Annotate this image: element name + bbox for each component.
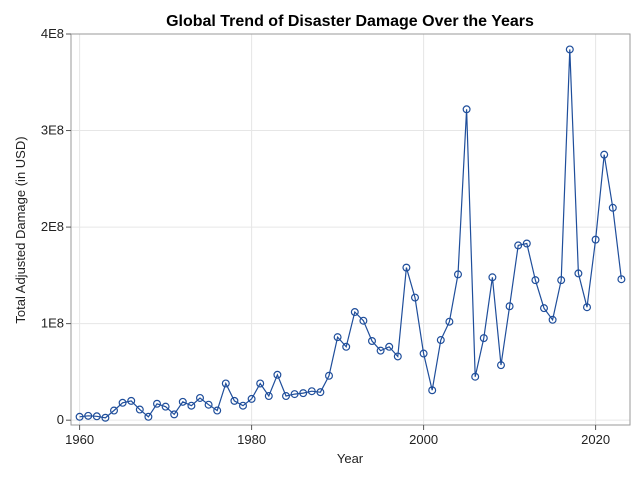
data-point xyxy=(101,413,110,422)
data-point xyxy=(411,293,420,302)
data-point xyxy=(454,270,463,279)
x-tick-label: 2000 xyxy=(409,432,438,447)
data-point xyxy=(118,398,127,407)
y-tick-label: 4E8 xyxy=(41,26,64,41)
data-point xyxy=(608,203,617,212)
plot-frame xyxy=(70,33,631,426)
data-point xyxy=(436,336,445,345)
data-point xyxy=(359,316,368,325)
data-point xyxy=(376,346,385,355)
data-point xyxy=(127,396,136,405)
data-point xyxy=(402,263,411,272)
data-point xyxy=(479,334,488,343)
data-point xyxy=(75,412,84,421)
data-series xyxy=(75,45,626,422)
data-point xyxy=(84,411,93,420)
y-tick-label: 2E8 xyxy=(41,219,64,234)
x-tick-label: 2020 xyxy=(581,432,610,447)
data-point xyxy=(213,406,222,415)
data-point xyxy=(574,269,583,278)
data-point xyxy=(565,45,574,54)
data-point xyxy=(522,239,531,248)
data-point xyxy=(531,276,540,285)
data-point xyxy=(92,412,101,421)
data-point xyxy=(445,317,454,326)
chart-title: Global Trend of Disaster Damage Over the… xyxy=(166,13,534,30)
data-point xyxy=(153,399,162,408)
data-point xyxy=(290,390,299,399)
x-tick-label: 1980 xyxy=(237,432,266,447)
data-point xyxy=(617,275,626,284)
data-point xyxy=(187,401,196,410)
data-point xyxy=(342,342,351,351)
x-axis-label: Year xyxy=(337,451,364,466)
data-point xyxy=(539,304,548,313)
data-point xyxy=(419,349,428,358)
x-tick-label: 1960 xyxy=(65,432,94,447)
data-point xyxy=(471,372,480,381)
data-point xyxy=(178,397,187,406)
data-point xyxy=(385,342,394,351)
data-point xyxy=(256,379,265,388)
data-point xyxy=(514,241,523,250)
data-point xyxy=(462,105,471,114)
data-point xyxy=(548,315,557,324)
data-point xyxy=(221,379,230,388)
data-point xyxy=(350,308,359,317)
data-point xyxy=(144,412,153,421)
data-point xyxy=(282,392,291,401)
data-point xyxy=(333,333,342,342)
data-point xyxy=(557,276,566,285)
gridlines xyxy=(71,33,630,425)
y-tick-label: 1E8 xyxy=(41,316,64,331)
data-point xyxy=(488,273,497,282)
data-point xyxy=(109,406,118,415)
data-point xyxy=(505,302,514,311)
data-point xyxy=(393,352,402,361)
data-point xyxy=(600,150,609,159)
data-point xyxy=(247,394,256,403)
data-point xyxy=(591,235,600,244)
data-point xyxy=(161,402,170,411)
series-line xyxy=(79,49,622,419)
y-tick-label: 3E8 xyxy=(41,123,64,138)
data-point xyxy=(135,405,144,414)
data-point xyxy=(239,401,248,410)
data-point xyxy=(299,389,308,398)
y-axis-label: Total Adjusted Damage (in USD) xyxy=(13,136,28,323)
data-point xyxy=(325,371,334,380)
data-point xyxy=(582,303,591,312)
data-point xyxy=(264,392,273,401)
data-point xyxy=(497,361,506,370)
data-point xyxy=(170,410,179,419)
data-point xyxy=(316,388,325,397)
x-axis: 1960 1980 2000 2020 xyxy=(65,425,610,447)
data-point xyxy=(428,386,437,395)
data-point xyxy=(230,396,239,405)
data-point xyxy=(204,400,213,409)
data-point xyxy=(273,370,282,379)
data-point xyxy=(307,387,316,396)
data-point xyxy=(196,393,205,402)
y-tick-label: 0 xyxy=(57,412,64,427)
y-axis: 0 1E8 2E8 3E8 4E8 xyxy=(41,26,71,427)
data-point xyxy=(368,337,377,346)
